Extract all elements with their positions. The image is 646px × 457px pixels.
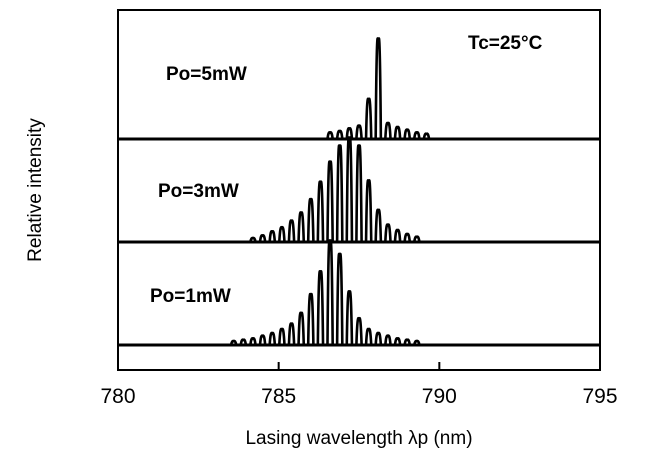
spectral-peak bbox=[316, 270, 325, 346]
spectral-peak bbox=[326, 160, 334, 243]
spectral-peak bbox=[297, 311, 306, 346]
trace-label-bottom: Po=1mW bbox=[150, 286, 231, 307]
spectral-peak bbox=[258, 334, 267, 346]
spectral-peak bbox=[249, 236, 257, 243]
spectral-peak bbox=[277, 226, 286, 243]
spectral-peak bbox=[297, 211, 306, 243]
spectral-peak bbox=[249, 337, 257, 346]
spectral-peak bbox=[393, 337, 402, 346]
spectral-peak bbox=[306, 292, 315, 346]
spectral-peak bbox=[277, 327, 286, 346]
spectral-peak bbox=[268, 331, 277, 346]
trace-label-middle: Po=3mW bbox=[158, 181, 239, 202]
series-1 bbox=[118, 37, 600, 141]
spectral-peak bbox=[412, 339, 421, 346]
spectral-peak bbox=[374, 37, 383, 140]
spectral-peak bbox=[355, 144, 363, 243]
x-tick-label: 780 bbox=[100, 385, 135, 408]
spectral-peak bbox=[335, 252, 344, 346]
spectral-peak bbox=[355, 316, 363, 346]
spectral-peak bbox=[412, 235, 421, 243]
x-axis-title: Lasing wavelength λp (nm) bbox=[245, 428, 472, 449]
x-axis-ticks: 780 785 790 795 bbox=[100, 362, 618, 408]
spectral-peak bbox=[335, 144, 344, 243]
spectral-peak bbox=[345, 290, 354, 346]
spectral-peak bbox=[364, 327, 373, 346]
spectral-peak bbox=[229, 339, 238, 346]
spectral-peak bbox=[422, 132, 431, 140]
spectral-peak bbox=[326, 131, 334, 140]
spectral-peak bbox=[384, 121, 392, 140]
spectral-peak bbox=[403, 338, 412, 346]
spectral-peak bbox=[393, 228, 402, 243]
spectral-peak bbox=[412, 131, 421, 140]
spectral-peak bbox=[326, 239, 334, 346]
spectral-peak bbox=[268, 230, 277, 243]
series-3 bbox=[118, 239, 600, 347]
spectral-peak bbox=[374, 331, 383, 346]
x-tick-label: 790 bbox=[422, 385, 457, 408]
spectra-traces bbox=[118, 37, 600, 347]
spectral-peak bbox=[403, 128, 412, 140]
temperature-annotation: Tc=25°C bbox=[468, 33, 543, 54]
spectral-peak bbox=[258, 234, 267, 243]
spectral-peak bbox=[287, 322, 296, 346]
spectral-peak bbox=[374, 208, 383, 243]
spectral-peak bbox=[403, 232, 412, 243]
spectral-peak bbox=[239, 338, 248, 346]
plot-frame bbox=[117, 9, 601, 371]
spectral-peak bbox=[316, 180, 325, 243]
spectral-peak bbox=[384, 223, 392, 243]
spectral-peak bbox=[287, 219, 296, 243]
spectral-peak bbox=[345, 136, 354, 243]
spectral-peak bbox=[355, 124, 363, 140]
spectral-peak bbox=[393, 125, 402, 140]
x-tick-label: 795 bbox=[582, 385, 617, 408]
spectral-peak bbox=[345, 127, 354, 140]
trace-label-top: Po=5mW bbox=[166, 64, 247, 85]
spectral-peak bbox=[384, 334, 392, 346]
y-axis-title: Relative intensity bbox=[25, 118, 46, 262]
spectral-peak bbox=[335, 129, 344, 140]
spectral-peak bbox=[306, 197, 315, 243]
series-2 bbox=[118, 136, 600, 244]
spectral-peak bbox=[364, 97, 373, 140]
x-tick-label: 785 bbox=[261, 385, 296, 408]
spectral-peak bbox=[364, 179, 373, 243]
